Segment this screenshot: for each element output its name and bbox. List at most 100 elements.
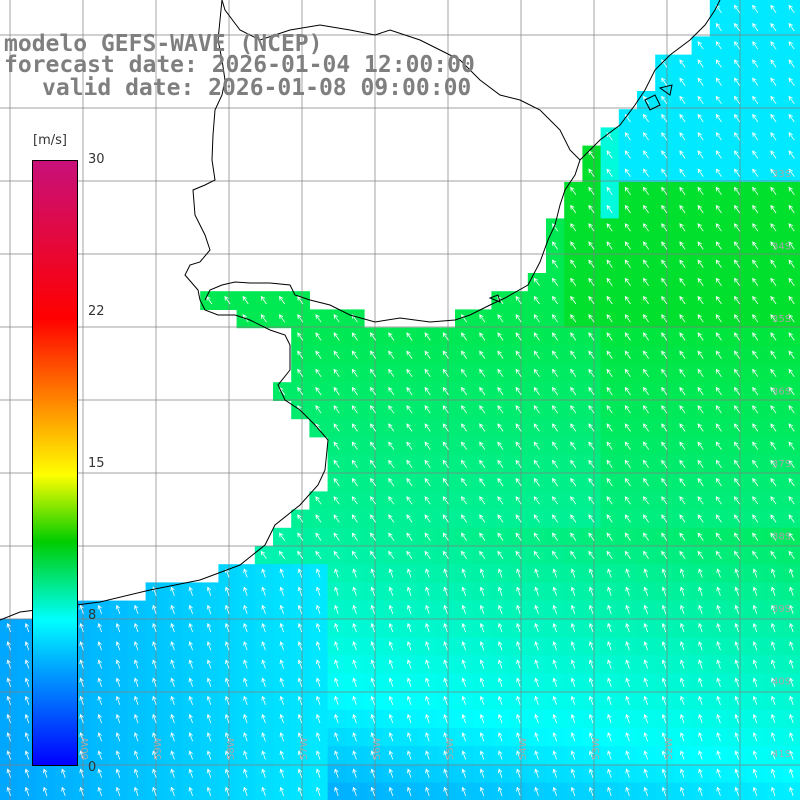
wind-arrow: [716, 768, 721, 778]
wind-arrow: [716, 568, 721, 578]
wind-arrow: [533, 405, 540, 414]
wind-arrow: [225, 750, 230, 760]
wind-arrow: [588, 386, 595, 396]
wind-arrow: [570, 659, 576, 669]
wind-arrow: [443, 604, 448, 615]
wind-arrow: [679, 314, 686, 323]
wind-arrow: [606, 405, 613, 414]
wind-arrow: [97, 641, 102, 651]
colorbar-tick-15: 15: [88, 456, 105, 471]
field-cell: [273, 782, 292, 800]
wind-arrow: [425, 604, 430, 615]
field-cell: [782, 236, 800, 256]
wind-arrow: [534, 695, 539, 706]
wind-arrow: [715, 423, 722, 432]
wind-arrow: [351, 550, 358, 560]
wind-arrow: [697, 477, 704, 487]
wind-arrow: [316, 695, 321, 706]
wind-arrow: [406, 459, 413, 469]
wind-arrow: [206, 713, 212, 724]
wind-arrow: [679, 168, 686, 177]
wind-arrow: [115, 750, 121, 760]
wind-arrow: [424, 368, 431, 378]
wind-arrow: [515, 295, 522, 305]
longitude-label: 57W: [299, 737, 310, 760]
wind-arrow: [333, 332, 340, 341]
wind-arrow: [588, 405, 595, 414]
wind-arrow: [788, 22, 795, 32]
wind-arrow: [698, 641, 703, 651]
wind-arrow: [697, 459, 704, 469]
valid-date: valid date: 2026-01-08 09:00:00: [42, 75, 472, 101]
wind-arrow: [588, 550, 595, 560]
wind-arrow: [570, 786, 576, 797]
wind-arrow: [79, 732, 84, 742]
wind-arrow: [442, 423, 449, 432]
wind-arrow: [497, 314, 504, 323]
wind-arrow: [771, 677, 776, 687]
wind-arrow: [388, 622, 394, 633]
wind-arrow: [442, 496, 449, 505]
wind-arrow: [697, 77, 704, 86]
wind-arrow: [370, 732, 375, 742]
wind-arrow: [388, 423, 395, 432]
wind-arrow: [333, 314, 340, 323]
wind-arrow: [752, 732, 758, 742]
wind-arrow: [79, 641, 84, 651]
wind-arrow: [734, 277, 741, 287]
wind-arrow: [789, 768, 794, 778]
wind-arrow: [752, 95, 759, 105]
wind-arrow: [425, 641, 430, 651]
wind-arrow: [552, 423, 559, 432]
wind-arrow: [607, 622, 612, 633]
wind-arrow: [515, 350, 522, 359]
wind-arrow: [516, 786, 521, 797]
wind-arrow: [406, 441, 413, 450]
wind-arrow: [624, 277, 631, 287]
wind-arrow: [715, 459, 722, 469]
wind-arrow: [552, 386, 559, 396]
wind-arrow: [752, 532, 759, 541]
wind-arrow: [6, 641, 11, 651]
wind-arrow: [552, 586, 557, 596]
wind-arrow: [624, 459, 631, 469]
wind-arrow: [498, 732, 503, 742]
wind-arrow: [533, 295, 540, 305]
wind-arrow: [334, 604, 339, 615]
wind-arrow: [606, 168, 613, 177]
wind-arrow: [461, 514, 468, 523]
wind-arrow: [788, 332, 795, 341]
field-cell: [182, 782, 201, 800]
wind-arrow: [479, 677, 485, 687]
wind-arrow: [334, 768, 339, 778]
wind-arrow: [407, 695, 412, 706]
wind-arrow: [407, 677, 412, 687]
wind-arrow: [788, 113, 795, 123]
wind-arrow: [206, 768, 212, 778]
wind-arrow: [79, 677, 84, 687]
wind-arrow: [479, 732, 485, 742]
wind-arrow: [533, 368, 540, 378]
wind-arrow: [643, 659, 648, 669]
wind-arrow: [570, 295, 577, 305]
wind-arrow: [624, 532, 631, 541]
wind-arrow: [279, 641, 284, 651]
wind-arrow: [115, 641, 121, 651]
wind-arrow: [624, 514, 631, 523]
wind-arrow: [498, 604, 503, 615]
wind-arrow: [461, 695, 466, 706]
wind-arrow: [588, 186, 595, 196]
wind-arrow: [388, 550, 395, 560]
wind-arrow: [680, 604, 685, 615]
wind-arrow: [352, 641, 357, 651]
wind-arrow: [715, 277, 722, 287]
wind-arrow: [316, 659, 321, 669]
wind-arrow: [752, 41, 759, 50]
wind-arrow: [661, 132, 668, 141]
wind-arrow: [679, 295, 686, 305]
wind-arrow: [279, 604, 284, 615]
wind-arrow: [243, 677, 248, 687]
wind-arrow: [424, 459, 431, 469]
wind-arrow: [697, 150, 704, 159]
wind-arrow: [661, 368, 668, 378]
